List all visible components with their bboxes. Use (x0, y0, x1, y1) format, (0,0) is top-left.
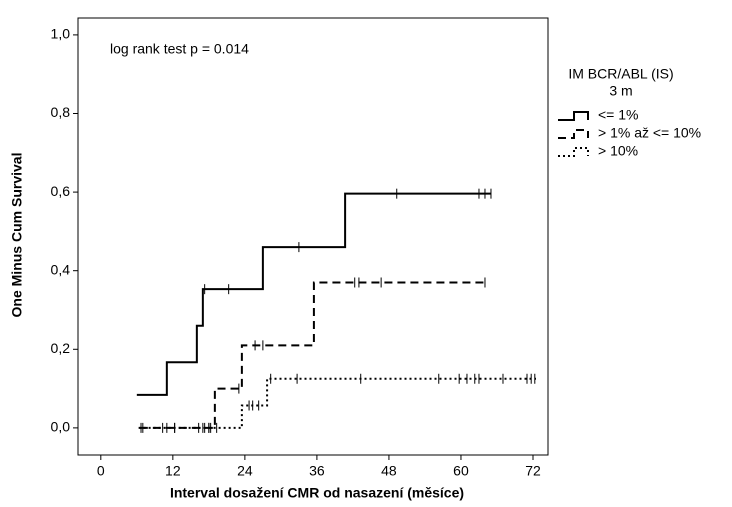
plot-frame (77, 17, 549, 456)
x-axis-label: Interval dosažení CMR od nasazení (měsíc… (170, 485, 464, 501)
y-tick-label: 0,2 (51, 340, 71, 356)
y-tick-label: 0,6 (51, 183, 71, 199)
legend-swatch (558, 129, 589, 139)
legend-title: 3 m (609, 83, 632, 99)
x-tick-label: 48 (381, 463, 397, 479)
y-tick-label: 0,8 (51, 104, 71, 120)
x-tick-label: 0 (97, 463, 105, 479)
legend-label: > 1% až <= 10% (598, 125, 701, 141)
legend-label: > 10% (598, 143, 638, 159)
annotation: log rank test p = 0.014 (110, 41, 249, 57)
y-tick-label: 1,0 (51, 26, 71, 42)
legend-swatch (558, 111, 589, 121)
legend-swatch (558, 147, 589, 157)
x-tick-label: 60 (453, 463, 469, 479)
x-tick-label: 72 (525, 463, 541, 479)
legend-title: IM BCR/ABL (IS) (568, 66, 673, 82)
survival-step-line (136, 192, 491, 396)
x-tick-label: 24 (237, 463, 253, 479)
legend-label: <= 1% (598, 107, 638, 123)
survival-step-line (138, 377, 536, 429)
x-tick-label: 36 (309, 463, 325, 479)
x-tick-label: 12 (165, 463, 181, 479)
y-tick-label: 0,0 (51, 419, 71, 435)
survival-step-line (139, 281, 485, 429)
y-tick-label: 0,4 (51, 261, 71, 277)
y-axis-label: One Minus Cum Survival (9, 153, 25, 318)
